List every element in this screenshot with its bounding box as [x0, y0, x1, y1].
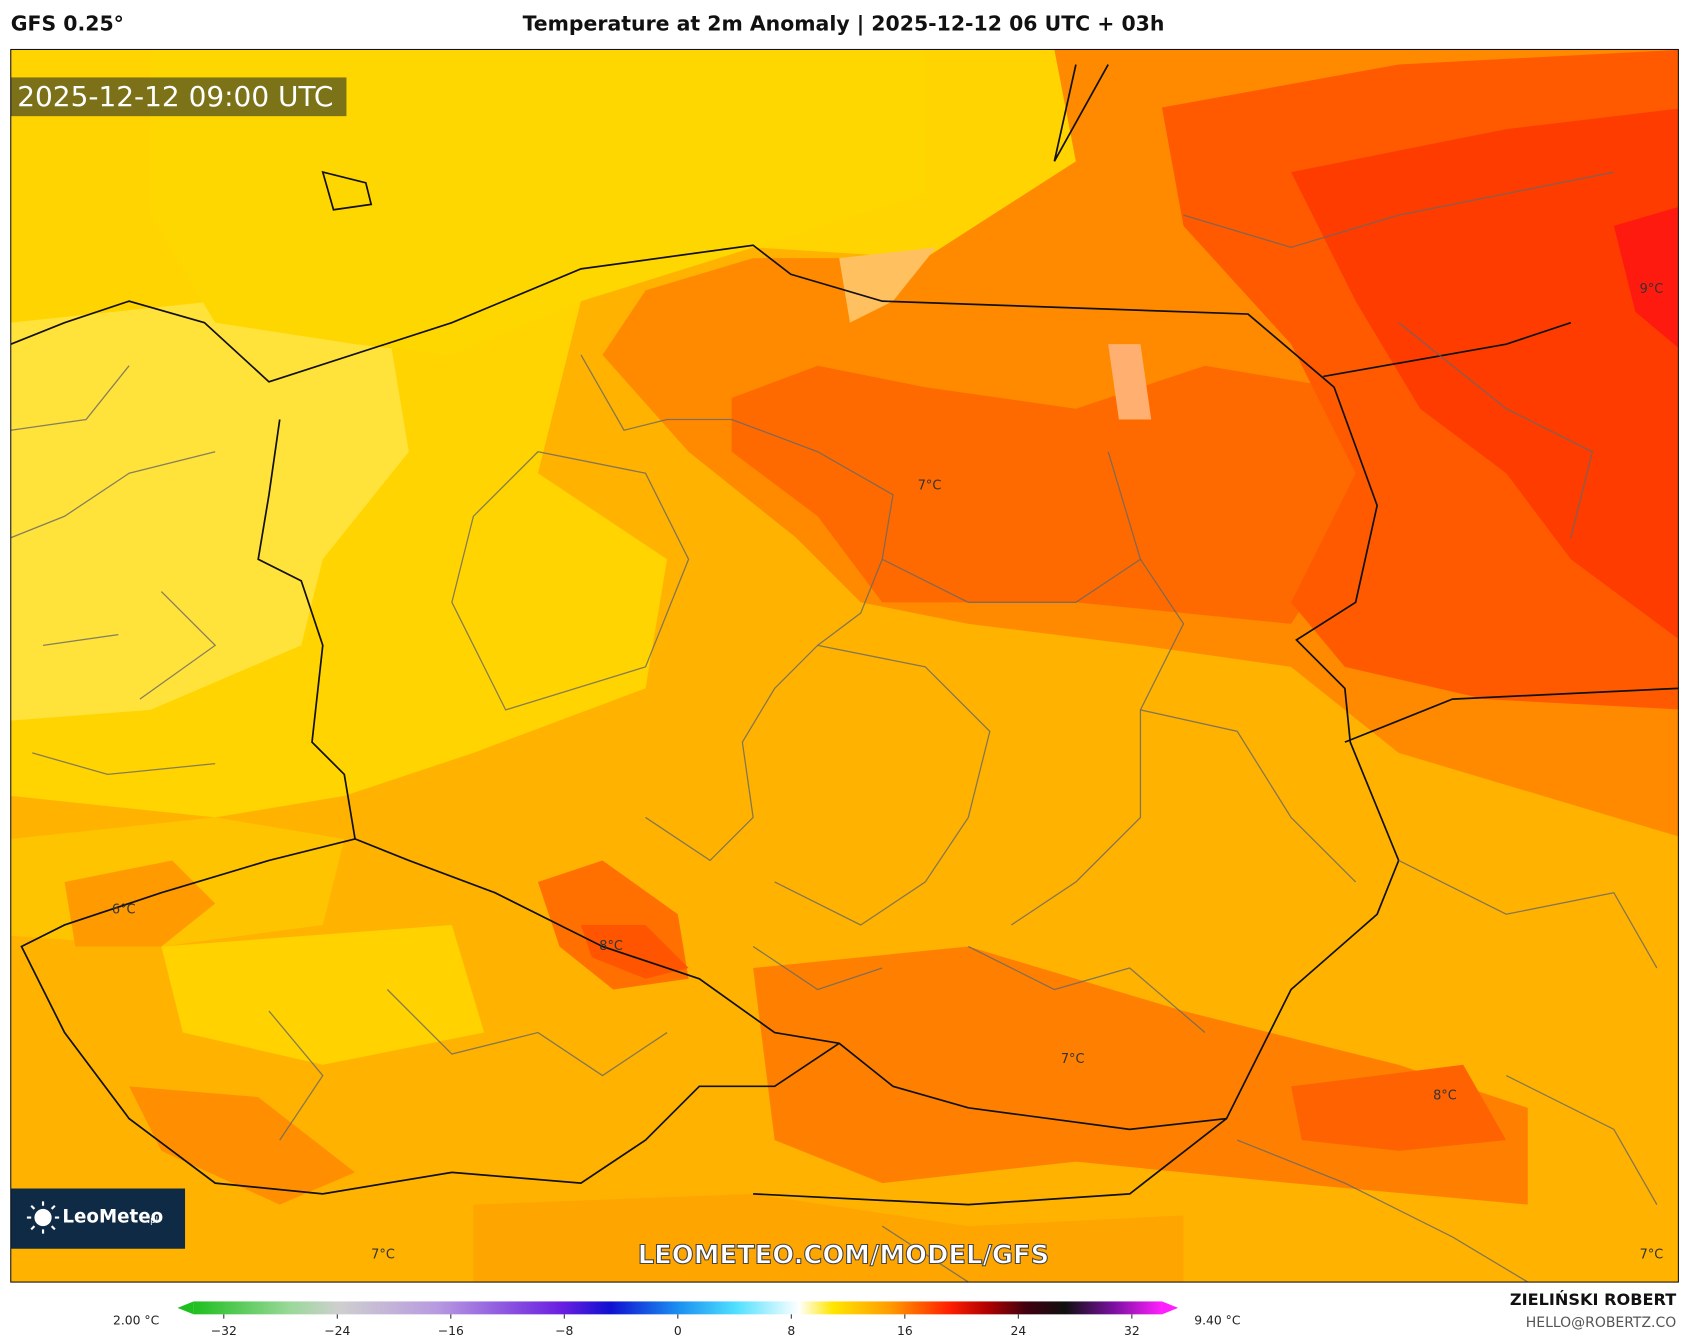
timestamp-box: [10, 77, 347, 117]
watermark: LEOMETEO.COM/MODEL/GFS: [638, 1241, 1050, 1271]
colorbar-tick-label: 24: [1010, 1324, 1026, 1338]
contour-label: 6°C: [112, 902, 136, 917]
colorbar-tick-label: 16: [897, 1324, 913, 1338]
contour-label: 9°C: [1640, 282, 1664, 297]
colorbar-tick-label: −24: [324, 1324, 350, 1338]
colorbar-tick-label: 32: [1124, 1324, 1140, 1338]
contour-label: 7°C: [1061, 1052, 1085, 1067]
logo-sun: [26, 1201, 60, 1234]
colorbar-tick-label: −8: [555, 1324, 573, 1338]
contour-label: 8°C: [599, 939, 623, 954]
colorbar: −32 −24 −16 −8 0 8 16 24 32: [177, 1301, 1179, 1338]
contour-label: 7°C: [1640, 1248, 1664, 1263]
colorbar-min-label: 2.00 °C: [113, 1313, 159, 1327]
colorbar-tick-label: 8: [787, 1324, 795, 1338]
colorbar-tick-label: −16: [438, 1324, 464, 1338]
map-frame: [10, 48, 1679, 1283]
email: HELLO@ROBERTZ.CO: [1526, 1315, 1676, 1331]
colorbar-tick-label: −32: [211, 1324, 237, 1338]
author: ZIELIŃSKI ROBERT: [1510, 1290, 1676, 1309]
logo-suffix: .pl: [147, 1216, 158, 1226]
contour-label: 7°C: [918, 479, 942, 494]
colorbar-tick-label: 0: [674, 1324, 682, 1338]
map-title: Temperature at 2m Anomaly | 2025-12-12 0…: [523, 12, 1165, 37]
logo-text: LeoMeteo: [62, 1207, 163, 1228]
map: 9°C 7°C 6°C 8°C 7°C 8°C 7°C 7°C 2025-12-12 09:0…: [10, 49, 1679, 1283]
timestamp: 2025-12-12 09:00 UTC: [17, 80, 333, 113]
model-name: GFS 0.25°: [11, 12, 124, 36]
colorbar-max-label: 9.40 °C: [1194, 1313, 1240, 1327]
contour-label: 8°C: [1433, 1088, 1457, 1103]
map-labels: 9°C 7°C 6°C 8°C 7°C 8°C 7°C 7°C: [112, 282, 1663, 1263]
contour-label: 7°C: [371, 1248, 395, 1263]
